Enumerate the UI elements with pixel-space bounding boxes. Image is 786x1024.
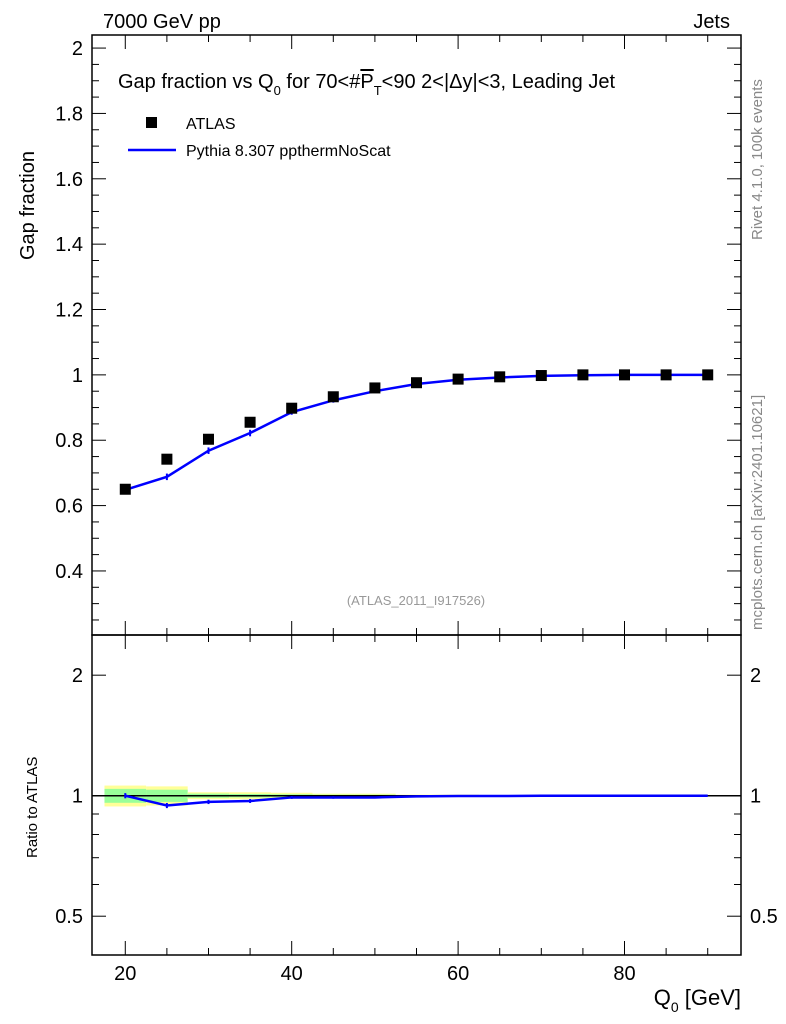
atlas-data-point xyxy=(161,453,173,465)
atlas-data-point xyxy=(244,416,256,428)
ratio-y-tick-label: 2 xyxy=(750,665,761,687)
header-left: 7000 GeV pp xyxy=(103,11,221,33)
ratio-y-axis-label: Ratio to ATLAS xyxy=(24,757,41,858)
atlas-data-point xyxy=(494,371,506,383)
watermark: (ATLAS_2011_I917526) xyxy=(347,593,485,608)
atlas-data-point xyxy=(535,370,547,382)
y-tick-label: 0.8 xyxy=(55,430,83,452)
x-tick-label: 40 xyxy=(281,963,303,985)
rivet-label: Rivet 4.1.0, 100k events xyxy=(749,79,766,240)
atlas-data-point xyxy=(452,373,464,385)
atlas-data-point xyxy=(327,391,339,403)
legend-pythia-label: Pythia 8.307 ppthermNoScat xyxy=(186,143,391,160)
legend-atlas-marker xyxy=(146,117,157,128)
ratio-y-tick-label: 0.5 xyxy=(55,906,83,928)
y-tick-label: 0.6 xyxy=(55,496,83,518)
y-axis-label: Gap fraction xyxy=(17,151,39,260)
x-tick-label: 60 xyxy=(447,963,469,985)
header-right: Jets xyxy=(693,11,730,33)
atlas-data-point xyxy=(660,369,672,381)
y-tick-label: 0.4 xyxy=(55,561,83,583)
y-tick-label: 1.8 xyxy=(55,103,83,125)
x-tick-label: 20 xyxy=(114,963,136,985)
chart-title: Gap fraction vs Q0 for 70<#PT<90 2<|Δy|<… xyxy=(118,71,615,98)
legend-atlas-label: ATLAS xyxy=(186,116,236,133)
y-tick-label: 1.4 xyxy=(55,234,83,256)
x-axis-label: Q0 [GeV] xyxy=(654,985,741,1015)
x-tick-label: 80 xyxy=(613,963,635,985)
y-tick-label: 1.6 xyxy=(55,169,83,191)
y-tick-label: 1.2 xyxy=(55,300,83,322)
ratio-y-tick-label: 1 xyxy=(750,786,761,808)
atlas-data-point xyxy=(369,382,381,394)
atlas-data-point xyxy=(577,369,589,381)
atlas-data-point xyxy=(702,369,714,381)
pythia-line xyxy=(124,373,708,492)
atlas-data-point xyxy=(202,433,214,445)
ratio-y-tick-label: 1 xyxy=(72,786,83,808)
atlas-data-point xyxy=(411,377,422,389)
mcplots-label: mcplots.cern.ch [arXiv:2401.10621] xyxy=(749,395,766,630)
ratio-y-tick-label: 0.5 xyxy=(750,906,778,928)
ratio-y-tick-label: 2 xyxy=(72,665,83,687)
atlas-data-point xyxy=(286,402,298,414)
y-tick-label: 1 xyxy=(72,365,83,387)
atlas-data-point xyxy=(119,483,131,495)
y-tick-label: 2 xyxy=(72,38,83,60)
atlas-data-point xyxy=(619,369,631,381)
